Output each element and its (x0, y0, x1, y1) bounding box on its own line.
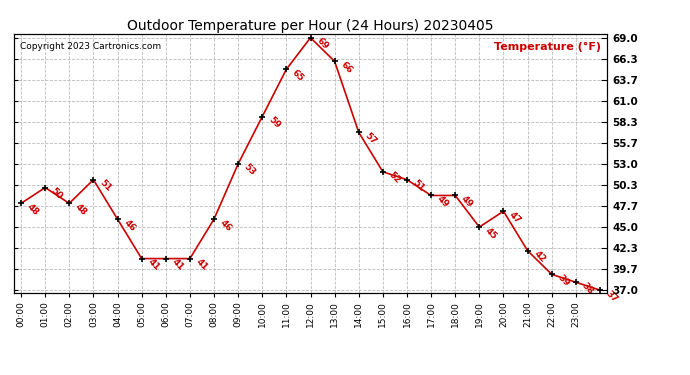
Text: 46: 46 (121, 218, 137, 233)
Text: 66: 66 (339, 60, 354, 75)
Text: 48: 48 (26, 202, 41, 217)
Text: 38: 38 (580, 281, 595, 296)
Text: 45: 45 (484, 226, 499, 241)
Text: Temperature (°F): Temperature (°F) (494, 42, 601, 52)
Title: Outdoor Temperature per Hour (24 Hours) 20230405: Outdoor Temperature per Hour (24 Hours) … (127, 19, 494, 33)
Text: 50: 50 (49, 186, 64, 201)
Text: 53: 53 (242, 162, 257, 178)
Text: 41: 41 (194, 257, 209, 273)
Text: 41: 41 (170, 257, 185, 273)
Text: 51: 51 (411, 178, 426, 194)
Text: 52: 52 (387, 170, 402, 186)
Text: 47: 47 (508, 210, 523, 225)
Text: 57: 57 (363, 131, 378, 146)
Text: 42: 42 (532, 249, 547, 265)
Text: 59: 59 (266, 115, 282, 130)
Text: 49: 49 (460, 194, 475, 210)
Text: 51: 51 (97, 178, 112, 194)
Text: 41: 41 (146, 257, 161, 273)
Text: 48: 48 (73, 202, 89, 217)
Text: 65: 65 (290, 68, 306, 83)
Text: 37: 37 (604, 289, 620, 304)
Text: 49: 49 (435, 194, 451, 210)
Text: 39: 39 (556, 273, 571, 288)
Text: 69: 69 (315, 36, 330, 52)
Text: 46: 46 (218, 218, 233, 233)
Text: Copyright 2023 Cartronics.com: Copyright 2023 Cartronics.com (20, 42, 161, 51)
